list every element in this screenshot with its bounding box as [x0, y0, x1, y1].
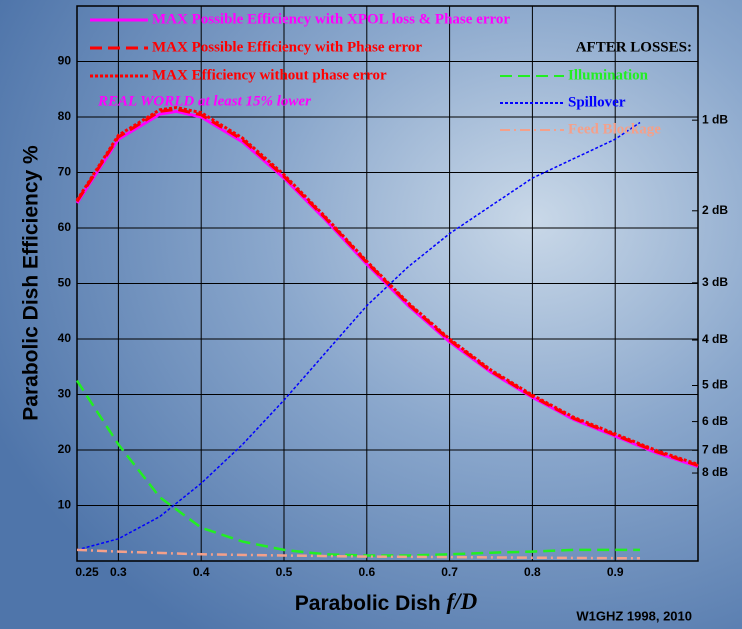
- y2-tick-label: 4 dB: [702, 332, 728, 346]
- y2-tick-label: 7 dB: [702, 442, 728, 456]
- y-tick-label: 40: [58, 331, 72, 345]
- x-tick-label: 0.5: [276, 565, 293, 579]
- y-tick-label: 30: [58, 387, 72, 401]
- legend-label: MAX Possible Efficiency with XPOL loss &…: [152, 11, 510, 27]
- x-tick-label: 0.9: [607, 565, 624, 579]
- x-tick-label: 0.6: [358, 565, 375, 579]
- annotation: REAL WORLD at least 15% lower: [97, 93, 311, 109]
- x-tick-label: 0.8: [524, 565, 541, 579]
- legend-title: AFTER LOSSES:: [576, 39, 692, 55]
- plot-frame: [76, 5, 699, 562]
- credit: W1GHZ 1998, 2010: [576, 608, 692, 623]
- legend-label: Illumination: [568, 67, 649, 83]
- x-axis-label-italic: f/D: [447, 589, 478, 614]
- legend-label: MAX Efficiency without phase error: [152, 67, 387, 83]
- x-tick-label: 0.4: [193, 565, 210, 579]
- y-tick-label: 50: [58, 276, 72, 290]
- series-line: [76, 121, 641, 551]
- y2-tick-label: 1 dB: [702, 112, 728, 126]
- x-tick-label: 0.3: [110, 565, 127, 579]
- legend-label: Spillover: [568, 94, 626, 110]
- y2-tick-label: 6 dB: [702, 414, 728, 428]
- y-tick-label: 90: [58, 54, 72, 68]
- y-tick-label: 70: [58, 165, 72, 179]
- y-axis-label: Parabolic Dish Efficiency %: [20, 145, 43, 421]
- series-line: [75, 106, 699, 466]
- x-tick-label: 0.7: [441, 565, 458, 579]
- x-tick-label: 0.25: [75, 565, 99, 579]
- legend-label: Feed Blockage: [568, 121, 661, 137]
- legend-label: MAX Possible Efficiency with Phase error: [152, 39, 422, 55]
- x-axis-label-text: Parabolic Dish: [295, 592, 447, 615]
- y-tick-label: 80: [58, 109, 72, 123]
- y-tick-label: 20: [58, 442, 72, 456]
- y-tick-label: 60: [58, 220, 72, 234]
- y2-tick-label: 8 dB: [702, 465, 728, 479]
- y2-tick-label: 5 dB: [702, 378, 728, 392]
- x-axis-label: Parabolic Dish f/D: [295, 589, 478, 614]
- y2-tick-label: 2 dB: [702, 203, 728, 217]
- series-line: [76, 548, 640, 560]
- y2-tick-label: 3 dB: [702, 275, 728, 289]
- y-tick-label: 10: [58, 498, 72, 512]
